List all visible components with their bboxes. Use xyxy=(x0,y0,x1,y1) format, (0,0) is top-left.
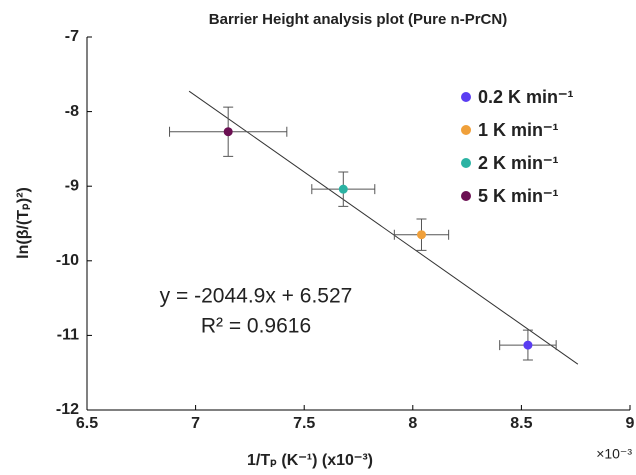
y-tick-label: -11 xyxy=(57,327,79,344)
point xyxy=(338,184,348,194)
legend-label: 1 K min⁻¹ xyxy=(478,120,559,140)
y-axis-label: ln(β/(Tₚ)²) xyxy=(15,187,32,259)
legend-label: 0.2 K min⁻¹ xyxy=(478,87,574,107)
x-tick-label: 7 xyxy=(191,415,200,432)
annotation: y = -2044.9x + 6.527 xyxy=(160,285,353,308)
x-tick-label: 7.5 xyxy=(293,415,315,432)
legend-swatch xyxy=(461,92,471,102)
point xyxy=(523,340,533,350)
x-tick-label: 8.5 xyxy=(510,415,532,432)
x-tick-label: 8 xyxy=(408,415,417,432)
x-tick-label: 9 xyxy=(626,415,635,432)
annotation: R² = 0.9616 xyxy=(201,315,311,338)
legend-swatch xyxy=(461,125,471,135)
point xyxy=(416,230,426,240)
legend-swatch xyxy=(461,191,471,201)
legend-label: 2 K min⁻¹ xyxy=(478,153,559,173)
x-tick-label: 6.5 xyxy=(76,415,98,432)
legend-label: 5 K min⁻¹ xyxy=(478,186,559,206)
x-multiplier: ×10⁻³ xyxy=(596,446,632,462)
x-axis-label: 1/Tₚ (K⁻¹) (x10⁻³) xyxy=(247,452,373,469)
y-tick-label: -10 xyxy=(56,252,79,269)
y-tick-label: -7 xyxy=(65,28,79,45)
y-tick-label: -9 xyxy=(65,177,79,194)
y-tick-label: -8 xyxy=(65,103,79,120)
fit-line xyxy=(188,90,579,365)
point xyxy=(223,127,233,137)
legend-swatch xyxy=(461,158,471,168)
chart-title: Barrier Height analysis plot (Pure n-PrC… xyxy=(209,11,507,28)
y-tick-label: -12 xyxy=(56,401,79,418)
